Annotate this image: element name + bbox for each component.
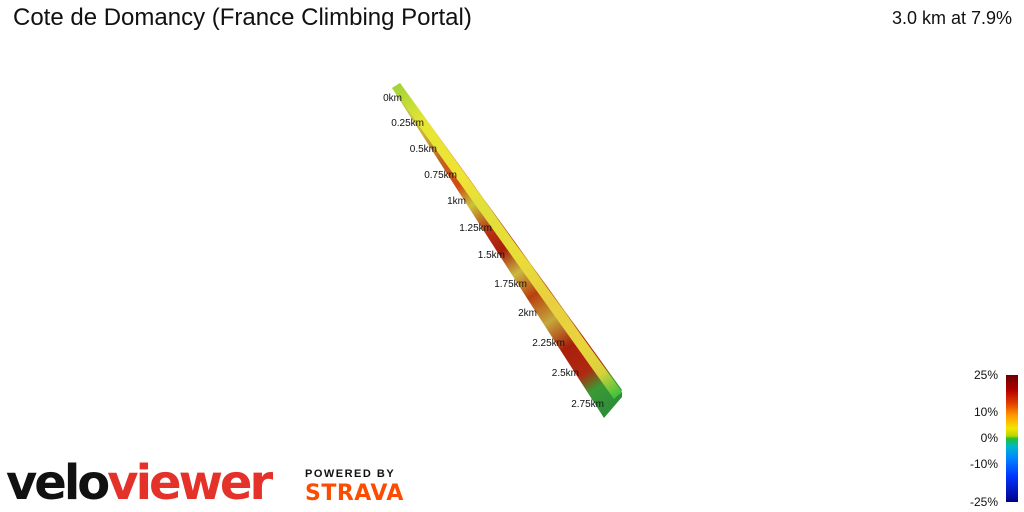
- veloviewer-logo[interactable]: veloviewer: [6, 455, 296, 507]
- km-marker-label: 0.5km: [410, 144, 437, 155]
- km-marker-label: 1.25km: [459, 223, 492, 234]
- profile-end-cap: [604, 392, 622, 418]
- page-title: Cote de Domancy (France Climbing Portal): [13, 4, 472, 31]
- km-markers: 0km 0.25km 0.5km 0.75km 1km 1.25km 1.5km 1.75km…: [383, 93, 604, 410]
- km-marker-label: 0km: [383, 93, 402, 104]
- powered-by-text: POWERED BY: [305, 468, 396, 480]
- legend-tick: -10%: [969, 457, 998, 471]
- legend-tick: -25%: [969, 495, 998, 509]
- profile-top-face: [392, 83, 622, 399]
- km-marker-label: 0.25km: [391, 118, 424, 129]
- km-marker-label: 2.75km: [571, 399, 604, 410]
- km-marker-label: 1km: [447, 196, 466, 207]
- km-marker-label: 0.75km: [424, 170, 457, 181]
- km-marker-label: 2km: [518, 308, 537, 319]
- legend-tick: 25%: [973, 368, 998, 382]
- legend-tick: 10%: [973, 405, 998, 419]
- km-marker-label: 2.25km: [532, 338, 565, 349]
- legend-tick: 0%: [980, 431, 998, 445]
- gradient-color-bar: [1006, 375, 1018, 502]
- svg-text:veloviewer: veloviewer: [6, 455, 273, 507]
- powered-by-strava[interactable]: POWERED BY STRAVA: [305, 468, 404, 506]
- km-marker-label: 2.5km: [552, 368, 579, 379]
- strava-wordmark: STRAVA: [305, 481, 404, 506]
- km-marker-label: 1.75km: [494, 279, 527, 290]
- gradient-legend: 25% 10% 0% -10% -25%: [960, 368, 1018, 509]
- climb-stats: 3.0 km at 7.9%: [891, 8, 1012, 28]
- km-marker-label: 1.5km: [478, 250, 505, 261]
